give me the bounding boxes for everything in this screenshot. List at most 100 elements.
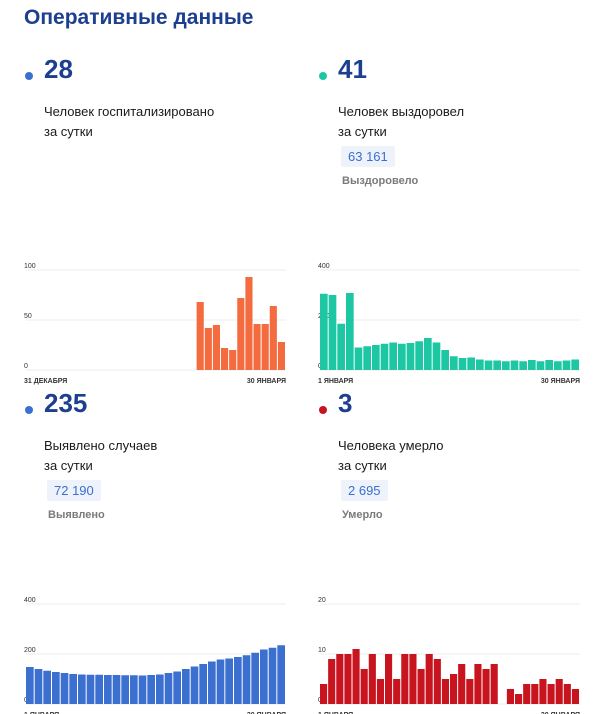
bar: [360, 669, 368, 704]
page-title: Оперативные данные: [24, 6, 254, 29]
bar: [43, 670, 51, 704]
bar: [212, 325, 221, 370]
bar: [425, 654, 433, 704]
bar: [441, 350, 449, 370]
description-line-2: за сутки: [338, 458, 387, 473]
bar: [450, 356, 458, 370]
bar: [260, 649, 268, 704]
x-end-label: 30 ЯНВАРЯ: [541, 378, 580, 385]
y-tick-label: 100: [24, 263, 36, 270]
bar: [415, 341, 423, 370]
bar: [277, 342, 286, 370]
bar: [328, 295, 337, 370]
y-tick-label: 50: [24, 313, 32, 320]
bar: [173, 671, 181, 704]
bar: [269, 306, 277, 370]
bar: [354, 347, 363, 370]
bar: [251, 652, 259, 704]
bar: [164, 673, 173, 704]
total-value: 72 190: [47, 480, 101, 501]
bar: [216, 659, 225, 704]
description: Человека умерло за сутки: [338, 436, 578, 476]
y-tick-label: 10: [318, 647, 326, 654]
bar: [474, 664, 482, 704]
chart-hospitalized: 0 50 100 31 ДЕКАБРЯ 30 ЯНВАРЯ: [24, 263, 286, 385]
bar: [502, 361, 510, 370]
daily-value: 28: [44, 54, 73, 84]
panel-deaths: 3 Человека умерло за сутки 2 695 Умерло …: [316, 384, 603, 714]
bar: [493, 360, 501, 370]
y-tick-label: 0: [24, 363, 28, 370]
bar: [528, 360, 536, 370]
bar: [571, 359, 579, 370]
description-line-1: Человек выздоровел: [338, 104, 465, 119]
bar: [242, 655, 251, 704]
bar: [34, 669, 43, 704]
bar: [69, 674, 77, 704]
bar: [208, 661, 216, 704]
bar: [409, 654, 417, 704]
bar: [398, 343, 406, 370]
bar: [344, 654, 352, 704]
bar: [138, 675, 147, 704]
bar: [424, 338, 432, 370]
description: Выявлено случаев за сутки: [44, 436, 284, 476]
bar: [536, 361, 545, 370]
bar: [393, 679, 401, 704]
bar: [78, 674, 86, 704]
bar: [363, 346, 371, 370]
bar: [389, 342, 397, 370]
description-line-2: за сутки: [338, 124, 387, 139]
bar: [130, 675, 138, 704]
bar: [510, 360, 519, 370]
bar: [221, 348, 229, 370]
bar: [506, 689, 515, 704]
description-line-1: Человек госпитализировано: [44, 104, 215, 119]
bar: [450, 674, 458, 704]
description-line-1: Выявлено случаев: [44, 438, 158, 453]
daily-value: 3: [338, 388, 353, 418]
bar: [95, 674, 103, 704]
description-line-1: Человека умерло: [338, 438, 444, 453]
bar: [229, 350, 237, 370]
bar: [547, 684, 555, 704]
bar: [545, 360, 553, 370]
bar: [523, 684, 531, 704]
total-label: Умерло: [342, 509, 383, 521]
bar: [433, 659, 441, 704]
bar: [368, 654, 376, 704]
bar: [86, 674, 95, 704]
bar: [531, 684, 539, 704]
bar: [320, 293, 328, 370]
bar: [467, 357, 475, 370]
panel-cases: 235 Выявлено случаев за сутки 72 190 Выя…: [22, 384, 312, 714]
indicator-dot: [319, 406, 327, 414]
bar: [563, 684, 571, 704]
indicator-dot: [319, 72, 327, 80]
y-tick-label: 20: [318, 597, 326, 604]
bar: [337, 323, 345, 370]
indicator-dot: [25, 72, 33, 80]
bar: [571, 689, 580, 704]
x-start-label: 1 ЯНВАРЯ: [318, 378, 353, 385]
bar: [352, 649, 360, 704]
total-label: Выявлено: [48, 509, 105, 521]
indicator-dot: [25, 406, 33, 414]
y-tick-label: 400: [318, 263, 330, 270]
y-tick-label: 200: [24, 647, 36, 654]
bar: [60, 673, 69, 704]
total-value: 2 695: [341, 480, 388, 501]
bar: [237, 298, 245, 370]
bar: [26, 667, 34, 704]
bar: [482, 669, 490, 704]
bar: [190, 666, 199, 704]
bar: [204, 328, 212, 370]
bar: [432, 342, 441, 370]
bar: [484, 360, 493, 370]
bar: [515, 694, 523, 704]
bar: [320, 684, 328, 704]
bar: [121, 675, 129, 704]
daily-value: 41: [338, 54, 367, 84]
